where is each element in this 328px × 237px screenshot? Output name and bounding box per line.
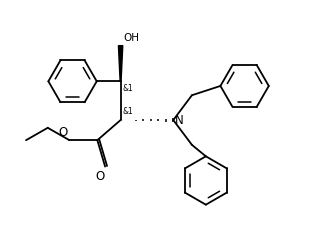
Text: &1: &1 [122,84,133,93]
Polygon shape [118,46,123,81]
Text: OH: OH [123,33,139,43]
Text: O: O [58,126,68,139]
Text: N: N [175,114,184,127]
Text: &1: &1 [122,107,133,116]
Text: O: O [95,170,104,183]
